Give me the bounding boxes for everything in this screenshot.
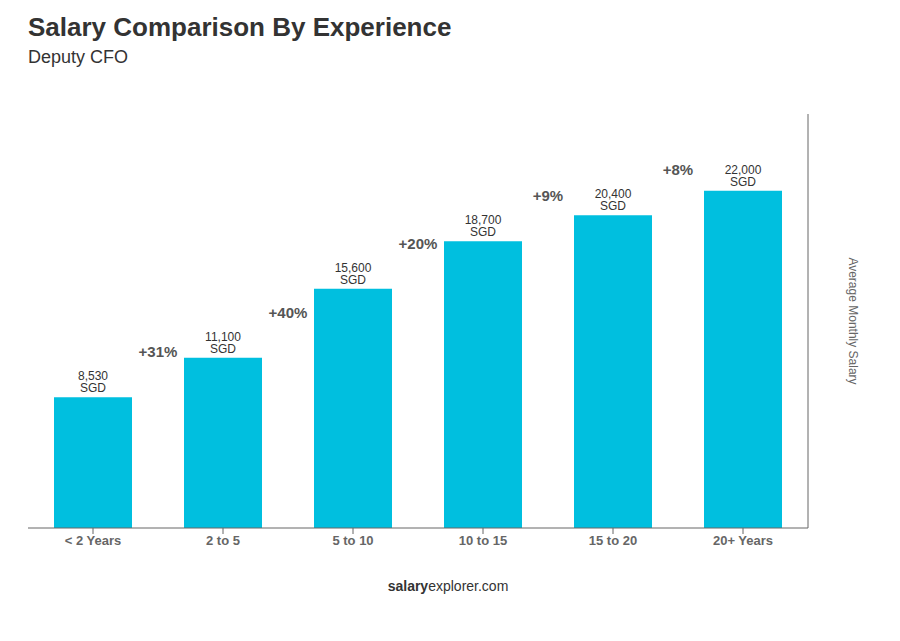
svg-text:15,600SGD: 15,600SGD bbox=[335, 261, 372, 287]
svg-text:20,400SGD: 20,400SGD bbox=[595, 187, 632, 213]
html-text:Salary Comparison By Experienc: Salary Comparison By Experience bbox=[28, 12, 452, 42]
html-text:salary explorer.com: salary explorer.com bbox=[387, 578, 509, 594]
svg-text:Average Monthly Salary: Average Monthly Salary bbox=[846, 257, 860, 384]
svg-text:8,530SGD: 8,530SGD bbox=[78, 369, 108, 395]
svg-text:15 to 20: 15 to 20 bbox=[589, 533, 637, 548]
svg-text:+9%: +9% bbox=[533, 187, 563, 204]
svg-text:+31%: +31% bbox=[139, 343, 178, 360]
svg-text:22,000SGD: 22,000SGD bbox=[725, 163, 762, 189]
svg-text:5 to 10: 5 to 10 bbox=[332, 533, 373, 548]
svg-text:2 to 5: 2 to 5 bbox=[206, 533, 240, 548]
html-text:Deputy CFO: Deputy CFO bbox=[28, 47, 128, 67]
svg-text:11,100SGD: 11,100SGD bbox=[205, 330, 241, 356]
svg-text:20+ Years: 20+ Years bbox=[713, 533, 773, 548]
svg-text:10 to 15: 10 to 15 bbox=[459, 533, 507, 548]
svg-text:+8%: +8% bbox=[663, 161, 693, 178]
svg-text:+20%: +20% bbox=[399, 235, 438, 252]
svg-text:18,700SGD: 18,700SGD bbox=[465, 213, 502, 239]
svg-text:< 2 Years: < 2 Years bbox=[65, 533, 122, 548]
svg-text:+40%: +40% bbox=[269, 304, 308, 321]
